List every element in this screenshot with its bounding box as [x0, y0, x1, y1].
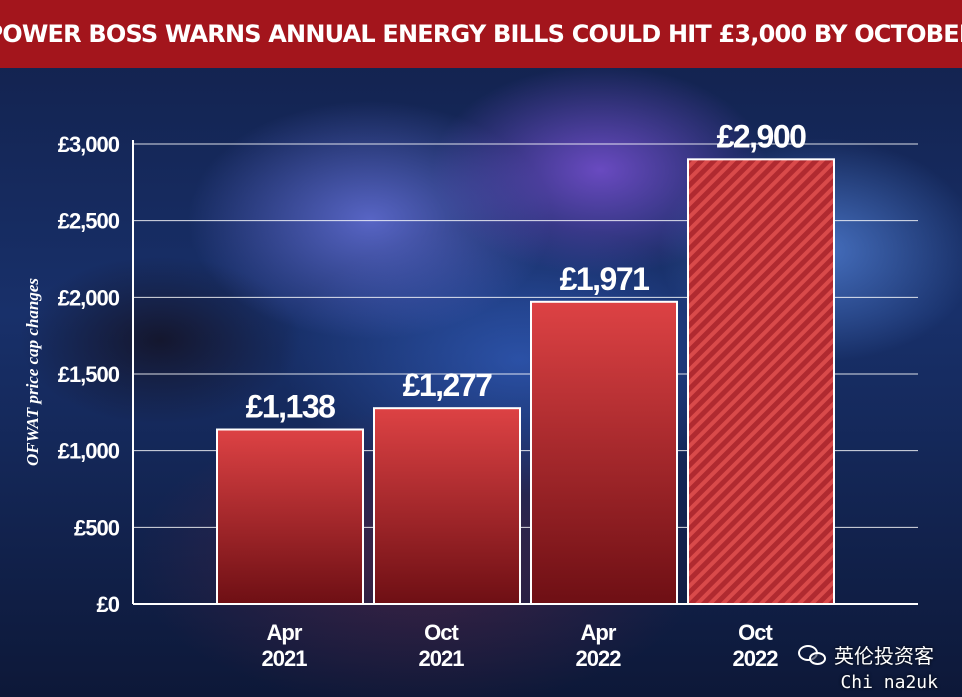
x-tick-label: Oct [738, 620, 773, 645]
bar-value-label: £1,138 [246, 389, 336, 425]
x-tick-label: 2021 [419, 646, 465, 671]
x-tick-label: Apr [267, 620, 303, 645]
bar [530, 300, 678, 605]
y-tick-label: £1,500 [58, 362, 120, 387]
y-tick-label: £1,000 [58, 439, 120, 464]
bar [216, 428, 364, 605]
watermark-label: 英伦投资客 [834, 644, 934, 668]
y-tick-label: £2,000 [58, 285, 120, 310]
bar-value-label: £1,971 [560, 261, 650, 297]
chart-title: POWER BOSS WARNS ANNUAL ENERGY BILLS COU… [0, 20, 962, 48]
y-tick-label: £0 [97, 592, 120, 617]
bar [373, 407, 521, 605]
y-tick-label: £2,500 [58, 209, 120, 234]
title-bar: POWER BOSS WARNS ANNUAL ENERGY BILLS COU… [0, 0, 962, 68]
y-tick-label: £3,000 [58, 132, 120, 157]
bar-value-label: £2,900 [717, 118, 807, 154]
y-tick-label: £500 [74, 515, 120, 540]
y-axis-label: OFWAT price cap changes [23, 278, 42, 466]
x-tick-label: Apr [581, 620, 617, 645]
bars: £1,138 £1,277 £1,971 £2,900 [216, 118, 835, 605]
bar-projected [687, 158, 835, 605]
x-tick-label: 2021 [262, 646, 308, 671]
x-tick-label: 2022 [576, 646, 622, 671]
axes: £0£500£1,000£1,500£2,000£2,500£3,000Apr2… [58, 132, 918, 671]
x-tick-label: 2022 [733, 646, 779, 671]
x-tick-label: Oct [424, 620, 459, 645]
watermark: 英伦投资客 [798, 640, 934, 669]
wechat-icon [798, 643, 828, 667]
source-mark: Chi na2uk [840, 672, 938, 693]
bar-value-label: £1,277 [403, 367, 493, 403]
